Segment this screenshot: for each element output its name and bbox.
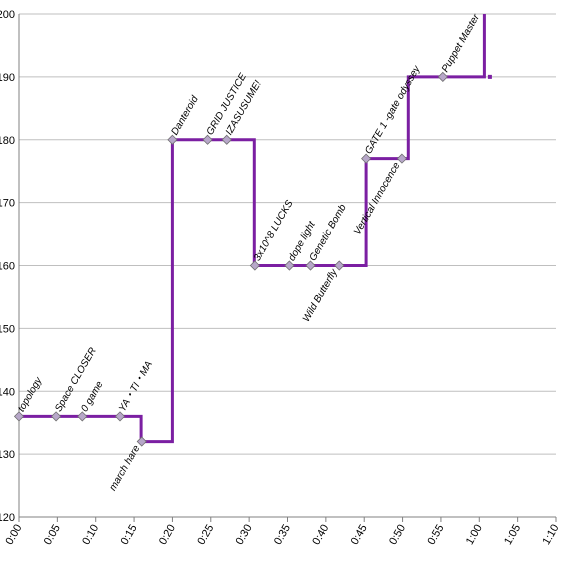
data-point-marker	[305, 260, 316, 271]
series-line	[19, 14, 492, 444]
data-point-label: topology	[16, 375, 45, 414]
y-tick-label: 120	[0, 512, 15, 524]
y-tick-label: 130	[0, 449, 15, 461]
data-point-label: Wild Butterfly	[301, 267, 340, 324]
data-point-label: YA・TI・MA	[117, 359, 155, 414]
y-tick-label: 200	[0, 9, 15, 21]
x-tick-label: 0:00	[3, 523, 24, 548]
axes	[18, 14, 557, 522]
data-point-marker	[396, 153, 407, 164]
data-point-label: 0 game	[79, 379, 105, 414]
x-tick-label: 0:05	[42, 523, 63, 548]
data-point-marker	[167, 134, 178, 145]
x-tick-label: 0:20	[157, 523, 178, 548]
data-point-label: Danteroid	[170, 94, 201, 137]
y-tick-label: 170	[0, 198, 15, 210]
data-point-marker	[249, 260, 260, 271]
series-tail-marker	[487, 74, 492, 79]
x-tick-label: 1:00	[464, 523, 485, 548]
data-point-marker	[136, 436, 147, 447]
data-point-marker	[284, 260, 295, 271]
data-point-marker	[202, 134, 213, 145]
y-tick-label: 180	[0, 135, 15, 147]
x-tick-label: 0:25	[195, 523, 216, 548]
x-tick-label: 0:40	[310, 523, 331, 548]
x-tick-label: 0:45	[349, 523, 370, 548]
x-tick-label: 1:05	[502, 523, 523, 548]
x-tick-label: 1:10	[540, 523, 561, 548]
data-point-label: Genetic Bomb	[308, 202, 349, 263]
y-tick-label: 160	[0, 261, 15, 273]
x-tick-label: 0:35	[272, 523, 293, 548]
point-markers	[13, 71, 448, 447]
data-point-label: Vertical Innocence	[352, 160, 403, 237]
data-point-marker	[13, 411, 25, 422]
x-tick-label: 0:15	[119, 523, 140, 548]
data-point-marker	[221, 134, 232, 145]
y-tick-label: 140	[0, 386, 15, 398]
y-tick-label: 150	[0, 323, 15, 335]
data-point-label: march hare	[108, 443, 143, 493]
y-tick-label: 190	[0, 72, 15, 84]
data-point-marker	[437, 71, 448, 82]
data-point-marker	[361, 153, 372, 164]
x-tick-label: 0:10	[80, 523, 101, 548]
x-tick-label: 0:30	[234, 523, 255, 548]
data-point-marker	[51, 411, 62, 422]
x-tick-label: 0:50	[387, 523, 408, 548]
y-tick-labels: 120 130 140 150 160 170 180 190 200	[0, 9, 15, 524]
x-tick-label: 0:55	[425, 523, 446, 548]
x-tick-labels: 0:00 0:05 0:10 0:15 0:20 0:25 0:30 0:35 0:40 0:45…	[3, 523, 561, 548]
data-point-marker	[334, 260, 345, 271]
data-point-label: Puppet Master	[440, 12, 482, 74]
data-point-marker	[77, 411, 88, 422]
data-point-marker	[114, 411, 126, 422]
